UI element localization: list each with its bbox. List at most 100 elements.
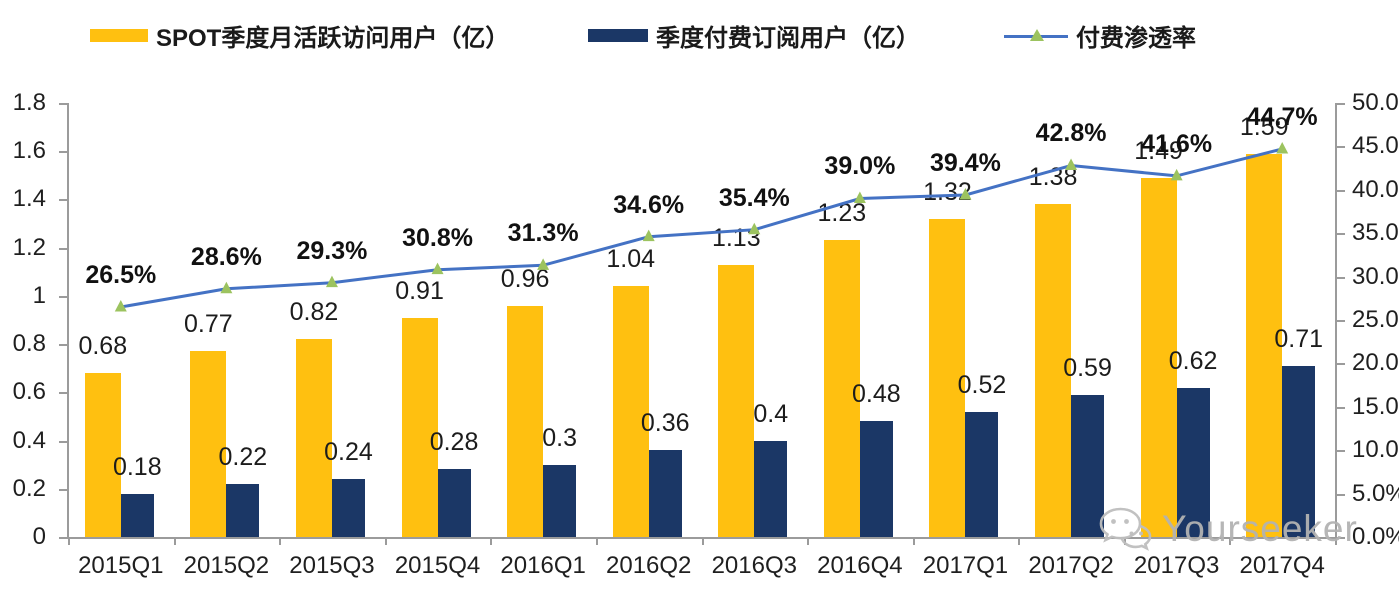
subscribers-value-label: 0.28	[429, 428, 479, 457]
mau-legend-label: SPOT季度月活跃访问用户（亿）	[156, 25, 510, 52]
right-axis-tick	[1337, 276, 1345, 279]
left-axis-tick-label: 0.2	[12, 474, 46, 502]
mau-value-label: 0.91	[395, 276, 444, 305]
left-axis-tick	[59, 392, 67, 395]
mau-value-label: 0.68	[78, 332, 128, 361]
mau-value-label: 1.04	[606, 245, 656, 274]
mau-bar	[507, 305, 544, 537]
subscribers-value-label: 0.4	[753, 399, 789, 428]
subscribers-value-label: 0.48	[852, 380, 901, 409]
right-axis-tick-label: 25.0%	[1352, 306, 1399, 333]
penetration-legend-marker-icon	[1004, 28, 1068, 44]
right-axis-tick-label: 40.0%	[1352, 175, 1399, 203]
left-axis-tick-label: 1	[32, 281, 46, 309]
watermark-text: Yourseeker	[1162, 508, 1358, 549]
x-axis-category-label: 2017Q4	[1239, 552, 1325, 579]
right-axis-tick-label: 45.0%	[1352, 132, 1399, 160]
subscribers-bar	[648, 450, 682, 537]
watermark: Yourseeker	[1096, 506, 1358, 552]
right-axis-tick-label: 0.0%	[1352, 523, 1399, 550]
right-axis-tick-label: 20.0%	[1352, 349, 1399, 377]
mau-bar	[718, 264, 755, 537]
right-axis-tick	[1337, 320, 1345, 322]
penetration-value-label: 44.7%	[1246, 103, 1318, 131]
left-axis-tick	[59, 344, 67, 347]
left-axis-tick-label: 1.8	[12, 89, 46, 116]
x-axis-category-label: 2015Q3	[289, 552, 375, 579]
left-axis-tick	[59, 199, 67, 202]
right-axis-tick-label: 35.0%	[1352, 219, 1399, 247]
right-axis-tick-label: 5.0%	[1352, 479, 1399, 507]
left-axis-tick-label: 1.2	[12, 233, 46, 261]
right-axis-tick	[1337, 363, 1345, 366]
mau-value-label: 1.13	[711, 223, 761, 252]
x-axis-category-label: 2015Q2	[183, 552, 270, 579]
right-axis-tick-label: 10.0%	[1352, 436, 1399, 464]
left-axis-tick-label: 1.6	[12, 137, 46, 165]
right-axis-tick	[1337, 493, 1345, 496]
left-axis-tick	[59, 103, 67, 105]
mau-legend-swatch	[90, 29, 148, 42]
legend-item-penetration: 付费渗透率	[1004, 18, 1196, 53]
mau-value-label: 0.82	[289, 298, 339, 327]
subscribers-bar	[120, 493, 154, 537]
penetration-legend-label: 付费渗透率	[1076, 25, 1196, 52]
left-axis-tick	[59, 247, 67, 250]
left-axis-tick-label: 0.4	[12, 426, 46, 454]
right-axis-tick	[1337, 450, 1345, 453]
subscribers-bar	[1176, 387, 1210, 537]
legend-item-mau: SPOT季度月活跃访问用户（亿）	[90, 18, 509, 53]
mau-value-label: 0.96	[500, 264, 550, 293]
left-axis-tick-label: 0.6	[12, 378, 46, 406]
x-axis-line	[67, 537, 1337, 539]
x-axis-category-label: 2016Q1	[500, 552, 586, 579]
mau-value-label: 1.38	[1028, 163, 1078, 192]
subscribers-value-label: 0.22	[218, 442, 268, 471]
x-axis-category-label: 2015Q4	[394, 552, 481, 579]
subscribers-value-label: 0.71	[1274, 324, 1324, 353]
mau-value-label: 1.23	[817, 199, 867, 228]
penetration-value-label: 42.8%	[1035, 119, 1107, 148]
right-axis-tick	[1337, 537, 1345, 539]
penetration-value-label: 31.3%	[507, 219, 579, 248]
subscribers-bar	[1282, 365, 1316, 537]
x-axis-tick	[279, 539, 282, 545]
subscribers-bar	[437, 469, 471, 537]
mau-value-label: 1.59	[1239, 112, 1289, 141]
subscribers-bar	[754, 440, 788, 537]
subscribers-bar	[331, 479, 365, 537]
subscribers-value-label: 0.24	[324, 438, 373, 467]
x-axis-tick	[1229, 539, 1232, 545]
x-axis-tick	[595, 539, 598, 545]
right-axis-tick-label: 15.0%	[1352, 392, 1399, 420]
subscribers-value-label: 0.36	[640, 409, 690, 438]
x-axis-tick	[1018, 539, 1021, 545]
left-axis-tick	[59, 537, 67, 539]
x-axis-category-label: 2017Q2	[1028, 552, 1114, 579]
right-axis-tick-label: 30.0%	[1352, 262, 1399, 290]
subscribers-legend-swatch	[588, 29, 648, 42]
x-axis-tick	[173, 539, 176, 545]
subscribers-value-label: 0.52	[957, 370, 1007, 399]
right-axis-tick	[1337, 233, 1345, 236]
subscribers-legend-label: 季度付费订阅用户（亿）	[656, 25, 920, 52]
x-axis-tick	[68, 539, 70, 545]
left-axis-tick	[59, 295, 67, 298]
x-axis-category-label: 2016Q3	[711, 552, 797, 579]
x-axis-tick	[1335, 539, 1337, 545]
left-axis-tick	[59, 440, 67, 443]
x-axis-tick	[912, 539, 915, 545]
x-axis-tick	[384, 539, 387, 545]
x-axis-category-label: 2017Q3	[1133, 552, 1220, 579]
x-axis-category-label: 2016Q2	[606, 552, 692, 579]
x-axis-tick	[807, 539, 810, 545]
subscribers-value-label: 0.3	[542, 423, 577, 452]
mau-bar	[612, 286, 649, 537]
mau-bar	[190, 351, 227, 537]
subscribers-bar	[1071, 394, 1105, 537]
mau-bar	[84, 373, 121, 537]
wechat-icon	[1099, 507, 1152, 551]
mau-bar	[401, 317, 438, 537]
right-axis-tick	[1337, 146, 1345, 149]
subscribers-bar	[226, 483, 260, 537]
